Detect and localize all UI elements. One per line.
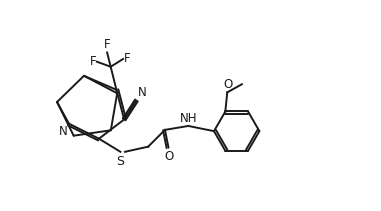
Text: F: F: [124, 53, 130, 65]
Text: F: F: [90, 55, 96, 68]
Text: N: N: [138, 86, 147, 99]
Text: NH: NH: [179, 112, 197, 124]
Text: S: S: [117, 155, 125, 168]
Text: N: N: [59, 125, 67, 138]
Text: F: F: [104, 38, 110, 51]
Text: O: O: [223, 78, 232, 91]
Text: O: O: [164, 150, 173, 163]
